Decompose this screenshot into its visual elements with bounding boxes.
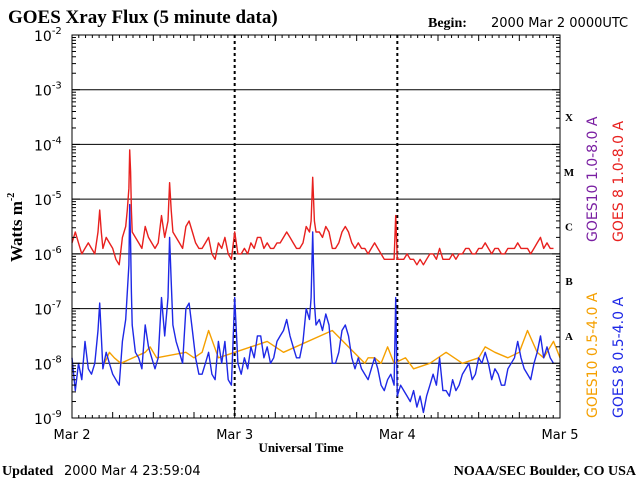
y-tick-label: 10-8 xyxy=(34,354,62,373)
series-goes-8-1-0-8-0-a xyxy=(71,149,554,266)
grid-lines xyxy=(72,89,560,364)
flare-class-b: B xyxy=(565,276,573,288)
x-tick-label: Mar 4 xyxy=(379,428,416,443)
y-axis: 10-2 10-3 10-4 10-5 10-6 10-7 10-8 10-9 xyxy=(34,26,560,428)
flare-class-labels: X M C B A xyxy=(564,112,575,343)
y-tick-label: 10-9 xyxy=(34,409,62,428)
y-tick-label: 10-2 xyxy=(34,26,62,45)
x-tick-label: Mar 3 xyxy=(216,428,253,443)
day-separators xyxy=(233,35,399,418)
y-axis-label-main: Watts m xyxy=(7,201,26,262)
legend: GOES10 1.0-8.0 A GOES 8 1.0-8.0 A GOES10 0… xyxy=(585,116,627,418)
legend-entry: GOES10 0.5-4.0 A xyxy=(585,292,601,418)
x-axis-label: Universal Time xyxy=(258,440,343,455)
y-tick-label: 10-5 xyxy=(34,190,62,209)
credit: NOAA/SEC Boulder, CO USA xyxy=(454,464,637,479)
y-axis-label: Watts m-2 xyxy=(6,193,26,262)
updated-value: 2000 Mar 4 23:59:04 xyxy=(64,464,201,479)
begin-value: 2000 Mar 2 0000UTC xyxy=(491,16,628,31)
y-tick-label: 10-6 xyxy=(34,245,62,264)
y-tick-label: 10-7 xyxy=(34,300,62,319)
y-axis-label-exp: -2 xyxy=(6,193,17,201)
series-goes-8-0-5-4-0-a xyxy=(71,203,555,414)
series-group xyxy=(71,149,561,414)
legend-entry: GOES10 1.0-8.0 A xyxy=(585,116,601,242)
y-axis-label-group: Watts m-2 xyxy=(6,193,26,262)
legend-entry: GOES 8 1.0-8.0 A xyxy=(611,121,627,242)
y-tick-label: 10-4 xyxy=(34,135,62,154)
flare-class-m: M xyxy=(564,167,575,179)
x-tick-label: Mar 5 xyxy=(542,428,579,443)
flare-class-c: C xyxy=(565,222,573,234)
chart-title: GOES Xray Flux (5 minute data) xyxy=(8,7,278,28)
flare-class-x: X xyxy=(565,112,573,124)
y-tick-label: 10-3 xyxy=(34,81,62,100)
updated-label: Updated xyxy=(2,464,54,479)
begin-label: Begin: xyxy=(428,16,467,31)
x-tick-label: Mar 2 xyxy=(54,428,91,443)
x-axis: Mar 2 Mar 3 Mar 4 Mar 5 xyxy=(54,35,579,443)
flare-class-a: A xyxy=(565,331,573,343)
legend-entry: GOES 8 0.5-4.0 A xyxy=(611,297,627,418)
